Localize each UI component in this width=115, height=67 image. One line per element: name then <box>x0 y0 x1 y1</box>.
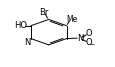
Text: HO: HO <box>14 21 27 30</box>
Text: Br: Br <box>39 8 48 17</box>
Text: O: O <box>85 38 91 47</box>
Text: +: + <box>80 34 84 39</box>
Text: N: N <box>24 38 30 47</box>
Text: −: − <box>89 41 94 46</box>
Text: O: O <box>85 29 91 38</box>
Text: N: N <box>76 34 82 43</box>
Text: Me: Me <box>66 15 77 24</box>
